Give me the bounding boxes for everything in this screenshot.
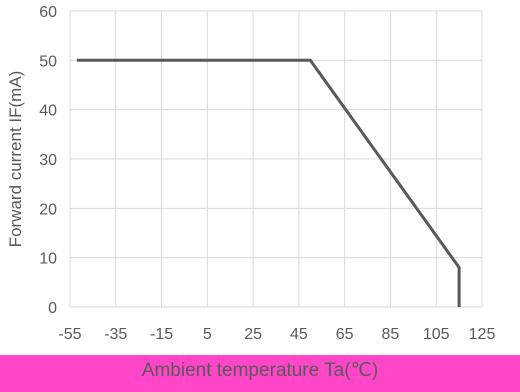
derating-curve — [76, 58, 461, 307]
x-tick-label: 125 — [469, 326, 496, 343]
x-tick-label: 25 — [244, 326, 262, 343]
x-tick-label: -15 — [150, 326, 173, 343]
x-axis-label-band — [0, 355, 520, 392]
y-axis-title: Forward current IF(mA) — [6, 71, 25, 248]
y-tick-label: 10 — [39, 251, 57, 268]
x-tick-label: -35 — [104, 326, 127, 343]
x-tick-label: 45 — [290, 326, 308, 343]
x-axis-title: Ambient temperature Ta(℃) — [141, 360, 379, 381]
y-tick-label: 30 — [39, 152, 57, 169]
y-tick-label: 40 — [39, 103, 57, 120]
y-tick-label: 20 — [39, 201, 57, 218]
y-tick-label: 60 — [39, 4, 57, 21]
grid-lines — [69, 10, 483, 308]
x-tick-label: 5 — [203, 326, 212, 343]
x-tick-label: 65 — [336, 326, 354, 343]
y-tick-label: 0 — [48, 300, 57, 317]
x-tick-label: -55 — [58, 326, 81, 343]
x-tick-label: 85 — [382, 326, 400, 343]
y-tick-label: 50 — [39, 53, 57, 70]
x-tick-label: 105 — [423, 326, 450, 343]
